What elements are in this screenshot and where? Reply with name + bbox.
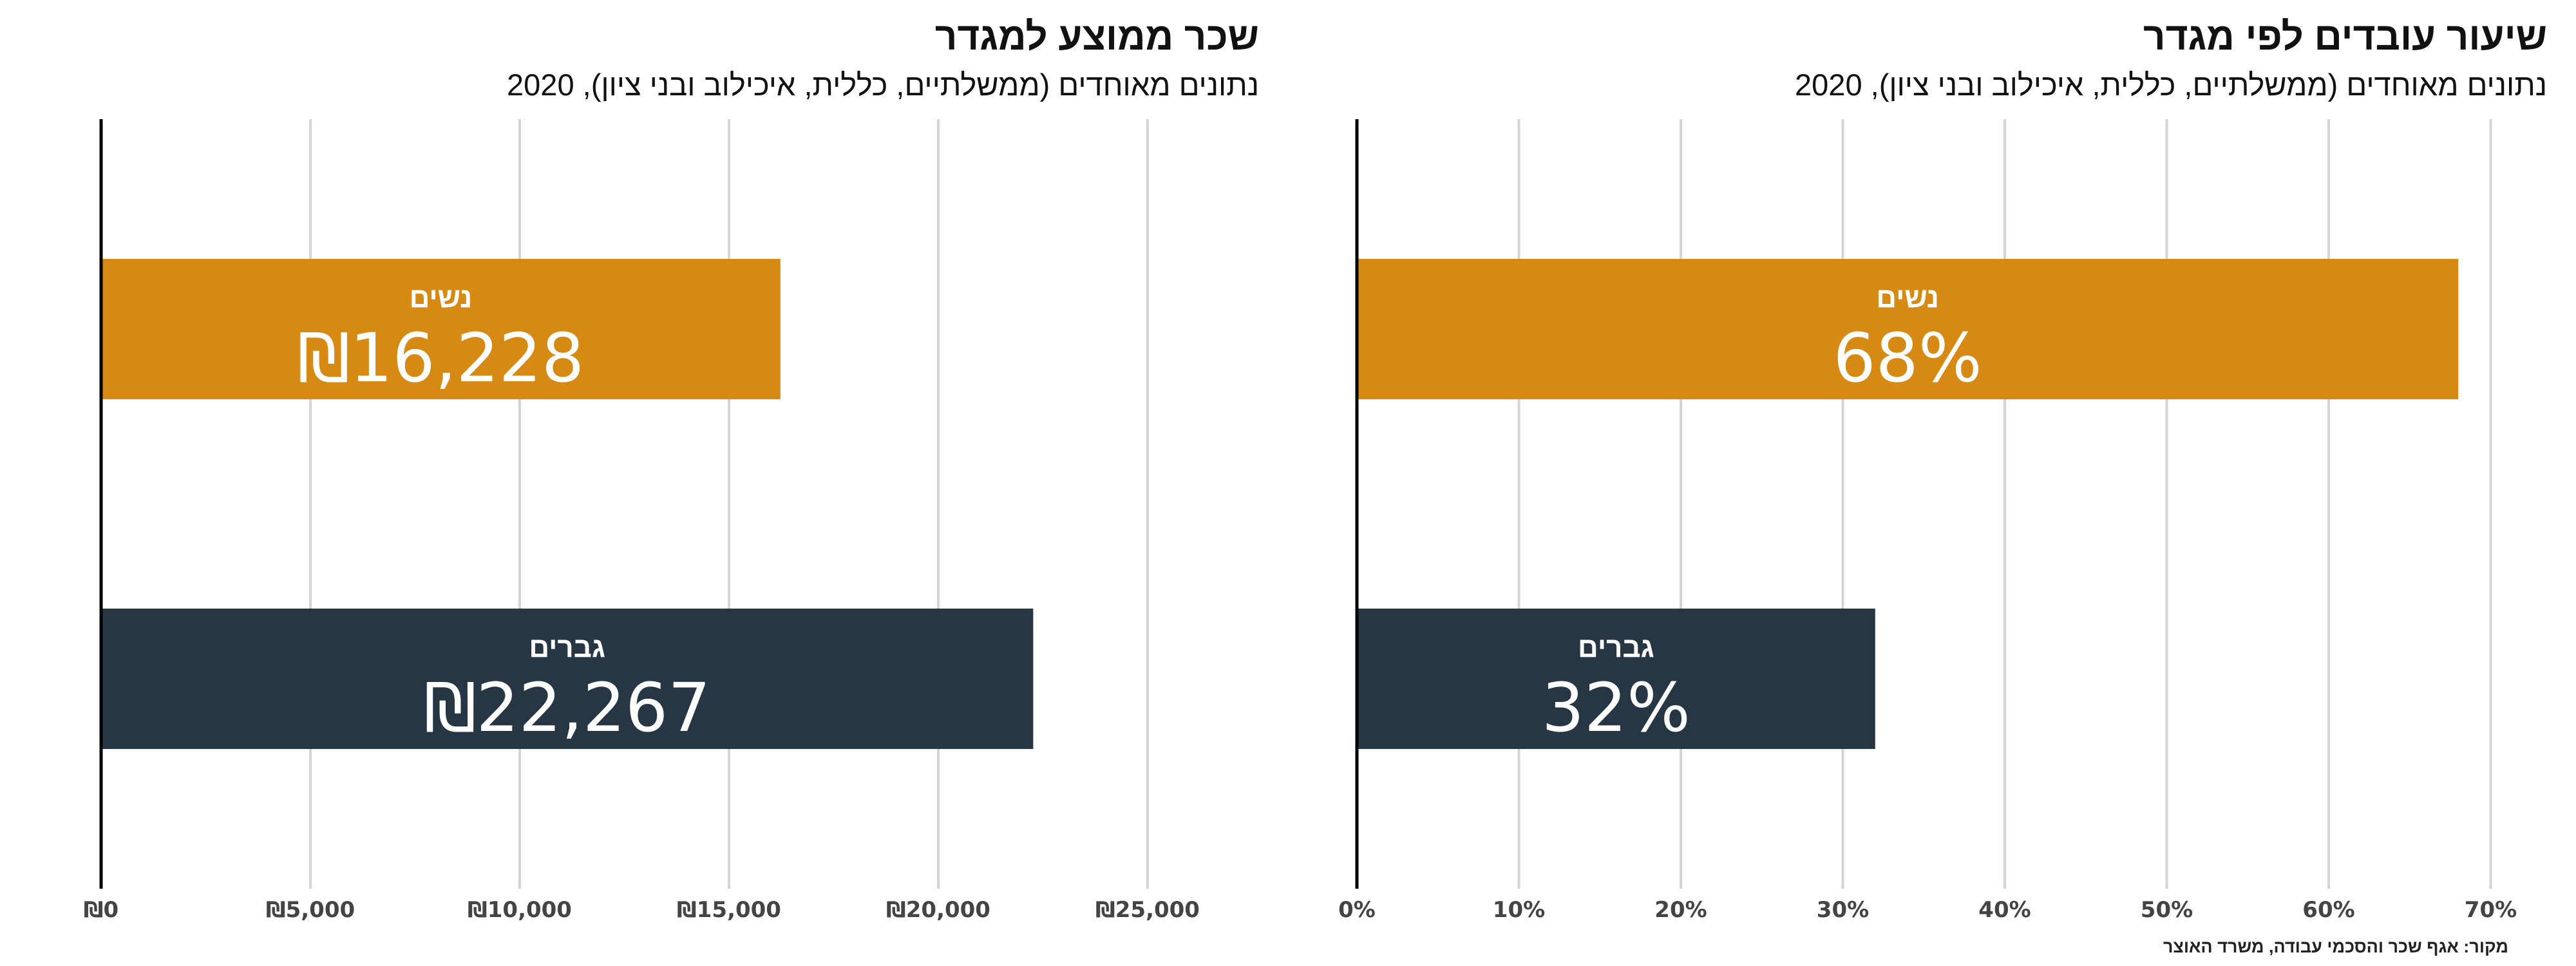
share-bar-men: [1357, 609, 1875, 749]
share-bar-women: [1357, 259, 2459, 399]
salary-bar-men: [101, 609, 1034, 749]
salary-chart-panel: שכר ממוצע למגדר נתונים מאוחדים (ממשלתיים…: [84, 15, 1259, 923]
salary-bar-category-label: נשים: [410, 282, 473, 314]
workers-share-bar-chart: נשים 68% גברים 32% 0% 10% 20% 30% 40% 50% 60% 70%: [1338, 119, 2517, 923]
share-tick-label: 70%: [2465, 897, 2517, 923]
share-bar-value-label: 68%: [1833, 319, 1982, 397]
share-tick-label: 40%: [1978, 897, 2031, 923]
salary-chart-subtitle: נתונים מאוחדים (ממשלתיים, כללית, איכילוב…: [507, 68, 1259, 102]
salary-bar-category-label: גברים: [529, 632, 605, 663]
salary-tick-label: ₪20,000: [886, 897, 990, 923]
salary-bar-chart: נשים ₪16,228 גברים ₪22,267 ₪0 ₪5,000 ₪10,000 ₪1…: [84, 119, 1200, 923]
share-bar-category-label: נשים: [1876, 282, 1939, 314]
salary-tick-label: ₪25,000: [1095, 897, 1200, 923]
source-note: מקור: אגף שכר והסכמי עבודה, משרד האוצר: [2163, 937, 2508, 956]
workers-share-chart-panel: שיעור עובדים לפי מגדר נתונים מאוחדים (ממ…: [1288, 0, 2576, 966]
workers-share-chart-subtitle: נתונים מאוחדים (ממשלתיים, כללית, איכילוב…: [1795, 68, 2547, 102]
salary-bar-women: [101, 259, 781, 399]
salary-chart-title: שכר ממוצע למגדר: [934, 15, 1259, 58]
workers-share-chart-title: שיעור עובדים לפי מגדר: [2143, 15, 2547, 58]
share-tick-label: 20%: [1654, 897, 1707, 923]
salary-bar-value-label: ₪16,228: [298, 319, 584, 397]
share-bar-category-label: גברים: [1578, 632, 1654, 663]
salary-tick-label: ₪5,000: [266, 897, 355, 923]
salary-tick-label: ₪10,000: [468, 897, 572, 923]
salary-tick-label: ₪0: [84, 897, 118, 923]
share-tick-label: 30%: [1817, 897, 1869, 923]
share-bar-value-label: 32%: [1542, 668, 1690, 747]
share-tick-label: 60%: [2302, 897, 2354, 923]
share-tick-label: 0%: [1338, 897, 1376, 923]
salary-tick-label: ₪15,000: [677, 897, 781, 923]
share-tick-label: 50%: [2141, 897, 2193, 923]
salary-bar-value-label: ₪22,267: [424, 668, 710, 747]
share-tick-label: 10%: [1493, 897, 1545, 923]
